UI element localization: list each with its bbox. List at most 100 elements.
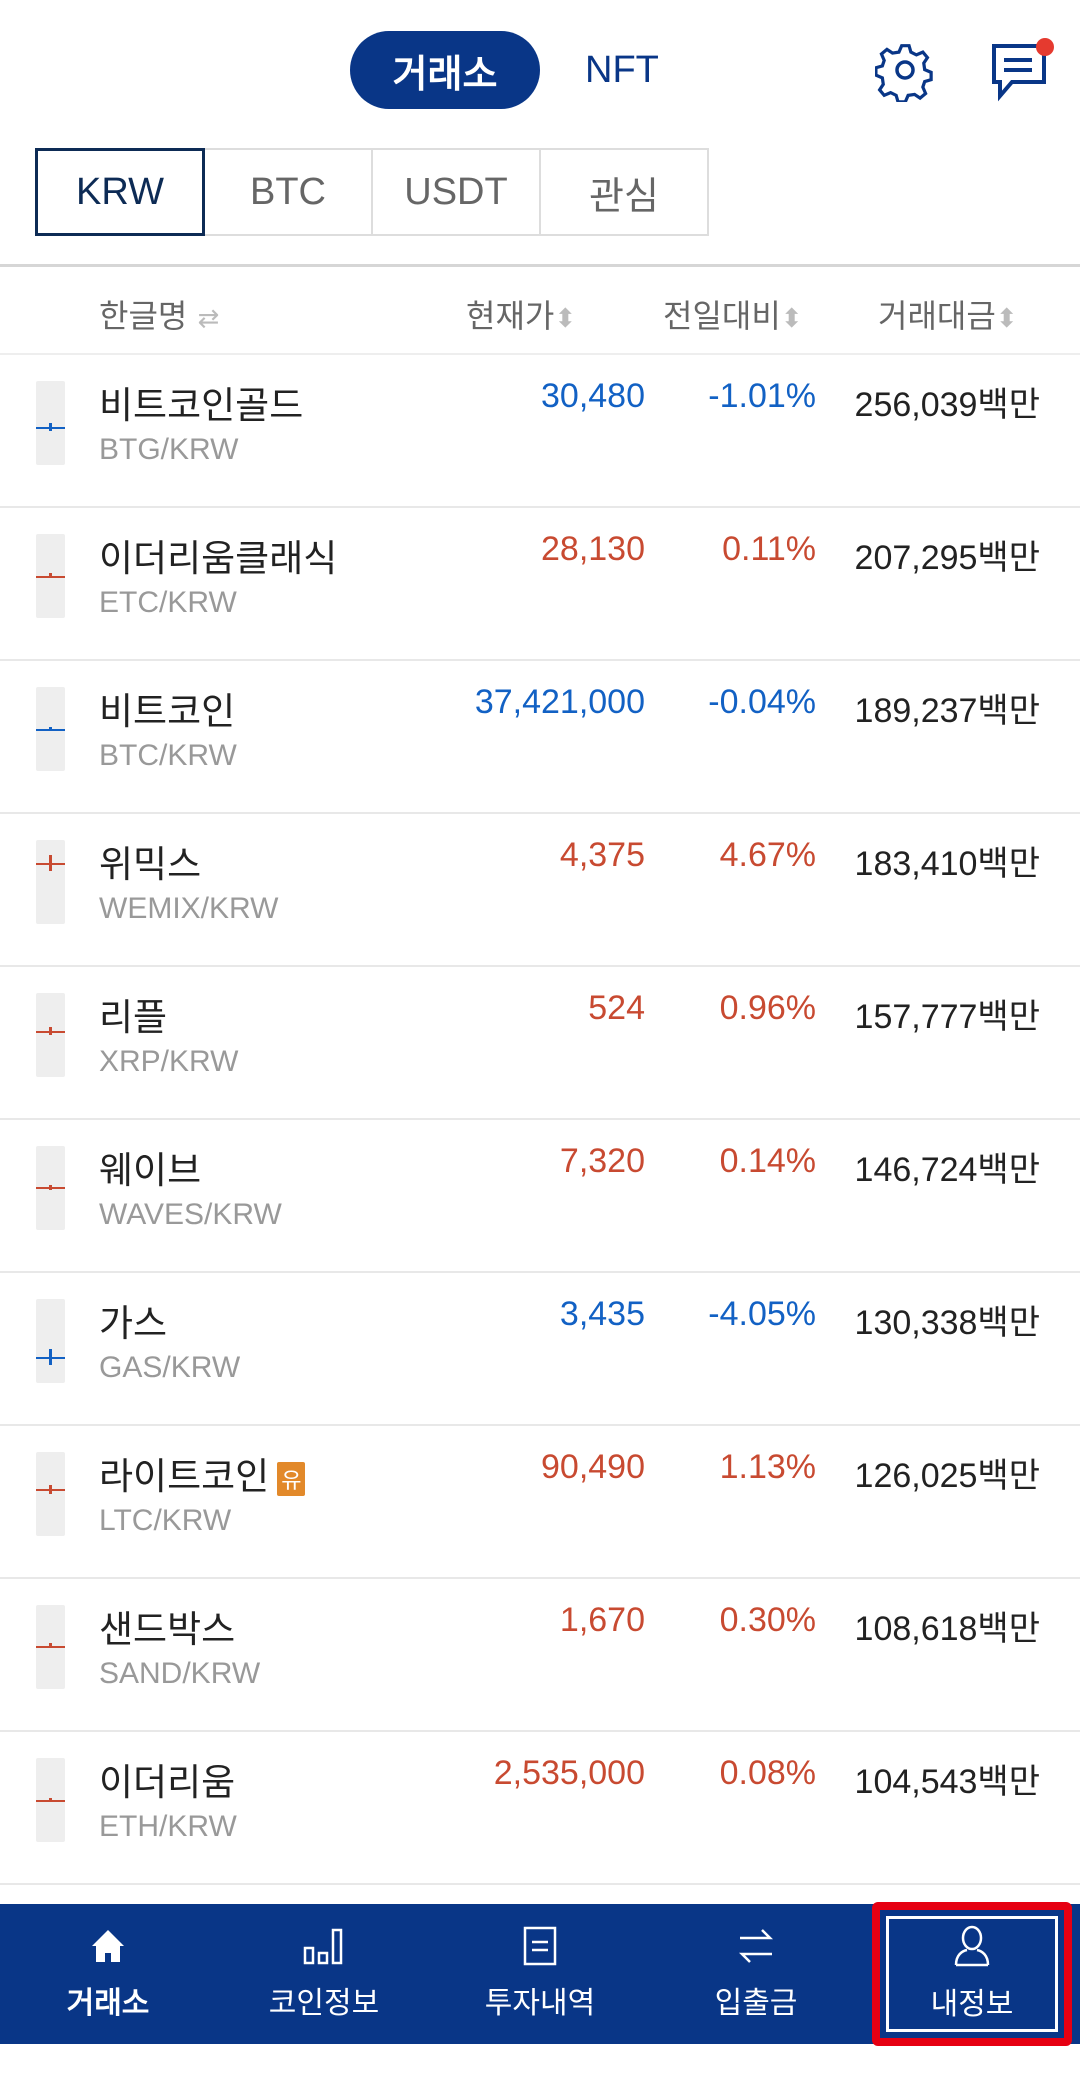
coin-row[interactable]: 웨이브 WAVES/KRW 7,320 0.14% 146,724백만	[0, 1120, 1080, 1273]
trade-volume: 130,338백만	[854, 1304, 1040, 1342]
document-icon	[523, 1926, 557, 1966]
coin-pair: ETC/KRW	[99, 586, 237, 619]
nav-my-info[interactable]: 내정보	[864, 1904, 1080, 2044]
column-change: 전일대비	[663, 297, 781, 335]
nav-coin-info[interactable]: 코인정보	[216, 1904, 432, 2044]
current-price: 90,490	[541, 1448, 645, 1486]
swap-icon: ⇄	[197, 304, 220, 334]
coin-name: 라이트코인 유	[99, 1446, 306, 1500]
mini-candle-icon	[36, 1452, 65, 1536]
current-price: 3,435	[559, 1295, 645, 1333]
mini-candle-icon	[36, 1146, 65, 1230]
coin-name: 이더리움	[99, 1761, 236, 1804]
coin-row[interactable]: 리플 XRP/KRW 524 0.96% 157,777백만	[0, 967, 1080, 1120]
current-price: 37,421,000	[474, 683, 645, 721]
column-price: 현재가	[466, 297, 555, 335]
change-percent: 0.96%	[719, 989, 816, 1027]
current-price: 7,320	[559, 1142, 645, 1180]
coin-pair: XRP/KRW	[99, 1045, 239, 1078]
current-price: 30,480	[541, 377, 645, 415]
change-percent: -1.01%	[708, 377, 816, 415]
coin-pair: BTG/KRW	[99, 433, 239, 466]
column-name: 한글명	[99, 297, 188, 335]
change-percent: 0.11%	[722, 530, 816, 568]
change-percent: 1.13%	[719, 1448, 816, 1486]
coin-row[interactable]: 위믹스 WEMIX/KRW 4,375 4.67% 183,410백만	[0, 814, 1080, 967]
nav-investments[interactable]: 투자내역	[432, 1904, 648, 2044]
mini-candle-icon	[36, 840, 65, 924]
market-tab-krw[interactable]: KRW	[35, 148, 205, 236]
tab-exchange[interactable]: 거래소	[350, 31, 540, 109]
mini-candle-icon	[36, 687, 65, 771]
change-percent: 4.67%	[719, 836, 816, 874]
trade-volume: 183,410백만	[854, 845, 1040, 883]
coin-row[interactable]: 비트코인골드 BTG/KRW 30,480 -1.01% 256,039백만	[0, 355, 1080, 508]
trade-volume: 146,724백만	[854, 1151, 1040, 1189]
trade-volume: 256,039백만	[854, 386, 1040, 424]
market-tab-btc[interactable]: BTC	[203, 148, 373, 236]
market-tab-favorites[interactable]: 관심	[539, 148, 709, 236]
change-percent: 0.08%	[719, 1754, 816, 1792]
coin-name: 위믹스	[99, 843, 202, 886]
current-price: 2,535,000	[493, 1754, 645, 1792]
coin-row[interactable]: 라이트코인 유 LTC/KRW 90,490 1.13% 126,025백만	[0, 1426, 1080, 1579]
nav-label: 내정보	[930, 1987, 1014, 2022]
coin-name: 웨이브	[99, 1149, 202, 1192]
nav-exchange[interactable]: 거래소	[0, 1904, 216, 2044]
coin-pair: WAVES/KRW	[99, 1198, 282, 1231]
nav-deposit-withdraw[interactable]: 입출금	[648, 1904, 864, 2044]
bar-chart-icon	[303, 1928, 343, 1965]
sort-price[interactable]: 현재가⬍	[466, 291, 576, 337]
home-icon	[92, 1930, 124, 1962]
column-header: 한글명 ⇄ 현재가⬍ 전일대비⬍ 거래대금⬍	[0, 267, 1080, 355]
coin-name: 샌드박스	[99, 1608, 236, 1651]
trade-volume: 207,295백만	[854, 539, 1040, 577]
highlight-box	[872, 1902, 1072, 2046]
coin-name: 비트코인	[99, 690, 236, 733]
mini-candle-icon	[36, 1299, 65, 1383]
bottom-nav: 거래소 코인정보 투자내역 입출금 내정보	[0, 1904, 1080, 2044]
current-price: 1,670	[559, 1601, 645, 1639]
coin-name: 이더리움클래식	[99, 537, 338, 580]
market-tabs: KRW BTC USDT 관심	[35, 148, 709, 236]
column-volume: 거래대금	[878, 297, 996, 335]
coin-pair: WEMIX/KRW	[99, 892, 279, 925]
tab-nft[interactable]: NFT	[585, 48, 659, 91]
nav-label: 코인정보	[268, 1986, 380, 2021]
coin-row[interactable]: 이더리움클래식 ETC/KRW 28,130 0.11% 207,295백만	[0, 508, 1080, 661]
coin-row[interactable]: 이더리움 ETH/KRW 2,535,000 0.08% 104,543백만	[0, 1732, 1080, 1885]
change-percent: 0.14%	[719, 1142, 816, 1180]
coin-row[interactable]: 비트코인 BTC/KRW 37,421,000 -0.04% 189,237백만	[0, 661, 1080, 814]
gear-icon[interactable]	[875, 42, 935, 102]
nav-label: 거래소	[66, 1986, 150, 2021]
change-percent: -0.04%	[708, 683, 816, 721]
sort-icon: ⬍	[780, 304, 803, 334]
coin-row[interactable]: 가스 GAS/KRW 3,435 -4.05% 130,338백만	[0, 1273, 1080, 1426]
current-price: 28,130	[541, 530, 645, 568]
market-tab-usdt[interactable]: USDT	[371, 148, 541, 236]
top-bar: 거래소 NFT	[0, 0, 1080, 140]
coin-pair: ETH/KRW	[99, 1810, 237, 1843]
trade-volume: 157,777백만	[854, 998, 1040, 1036]
mini-candle-icon	[36, 534, 65, 618]
trade-volume: 189,237백만	[854, 692, 1040, 730]
trade-volume: 108,618백만	[854, 1610, 1040, 1648]
mini-candle-icon	[36, 1758, 65, 1842]
sort-icon: ⬍	[554, 304, 577, 334]
sort-icon: ⬍	[995, 304, 1018, 334]
sort-volume[interactable]: 거래대금⬍	[878, 291, 1018, 337]
trade-volume: 104,543백만	[854, 1763, 1040, 1801]
coin-row[interactable]: 샌드박스 SAND/KRW 1,670 0.30% 108,618백만	[0, 1579, 1080, 1732]
coin-pair: LTC/KRW	[99, 1504, 232, 1537]
sort-change[interactable]: 전일대비⬍	[663, 291, 803, 337]
nav-label: 투자내역	[484, 1986, 596, 2021]
mini-candle-icon	[36, 993, 65, 1077]
mini-candle-icon	[36, 381, 65, 465]
sort-name[interactable]: 한글명 ⇄	[99, 291, 219, 337]
trade-volume: 126,025백만	[854, 1457, 1040, 1495]
user-icon	[954, 1925, 990, 1967]
mini-candle-icon	[36, 1605, 65, 1689]
coin-pair: SAND/KRW	[99, 1657, 261, 1690]
caution-badge: 유	[277, 1461, 306, 1496]
coin-name: 비트코인골드	[99, 384, 304, 427]
